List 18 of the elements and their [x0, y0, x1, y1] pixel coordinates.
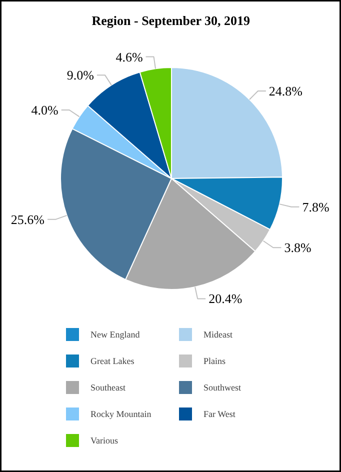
chart-title: Region - September 30, 2019: [92, 13, 251, 28]
data-label: 9.0%: [66, 68, 94, 83]
legend-label: Mideast: [204, 330, 233, 340]
legend-label: Various: [90, 436, 118, 446]
legend-label: Great Lakes: [90, 356, 135, 366]
data-label: 20.4%: [208, 291, 242, 306]
data-label: 3.8%: [284, 240, 312, 256]
data-label: 4.0%: [31, 102, 59, 118]
data-label: 7.8%: [302, 199, 330, 214]
data-label: 25.6%: [10, 212, 45, 227]
legend-label: Plains: [204, 356, 226, 366]
data-label: 24.8%: [268, 83, 303, 98]
legend-label: Southeast: [90, 382, 126, 392]
legend-label: Southwest: [204, 382, 242, 392]
legend-label: New England: [90, 330, 140, 340]
legend-label: Far West: [204, 409, 236, 419]
legend-label: Rocky Mountain: [90, 409, 152, 419]
data-label: 4.6%: [116, 49, 143, 64]
